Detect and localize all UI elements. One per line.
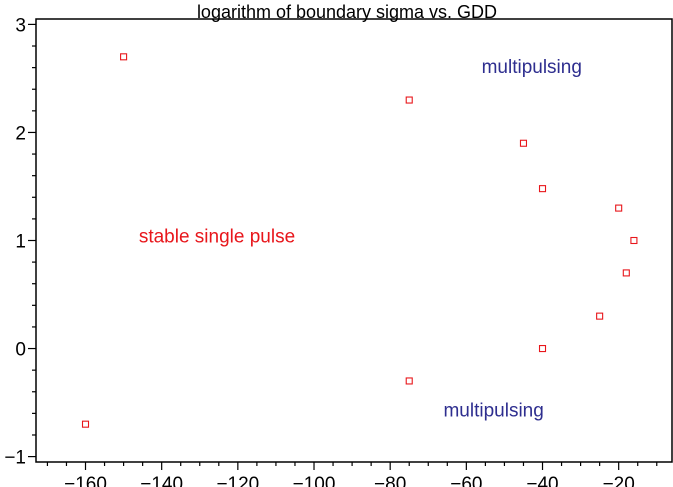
- axis-ticks: [28, 23, 658, 470]
- y-tick-label: 2: [15, 123, 26, 144]
- data-point: [120, 53, 128, 61]
- data-points: [81, 53, 638, 428]
- x-tick-label: −60: [450, 474, 482, 487]
- y-tick-label: 3: [15, 15, 26, 36]
- data-point: [81, 420, 90, 428]
- data-point: [538, 185, 547, 193]
- y-tick-label: 0: [15, 340, 26, 361]
- data-point: [405, 377, 413, 385]
- x-tick-label: −160: [64, 474, 107, 487]
- x-tick-label: −120: [216, 474, 259, 487]
- x-tick-label: −20: [603, 474, 635, 487]
- data-point: [519, 139, 528, 147]
- data-point: [615, 204, 623, 212]
- x-tick-label: −40: [526, 474, 558, 487]
- annotation-label: multipulsing: [482, 57, 582, 78]
- plot-area: [35, 18, 673, 463]
- annotations: multipulsing stable single pulse multipuls…: [139, 57, 582, 422]
- data-point: [538, 344, 547, 353]
- annotation-label: stable single pulse: [139, 227, 295, 248]
- x-tick-label: −140: [140, 474, 183, 487]
- data-point: [622, 269, 630, 277]
- annotation-label: multipulsing: [443, 401, 543, 422]
- x-tick-label: −100: [293, 474, 336, 487]
- x-tick-label: −80: [374, 474, 406, 487]
- y-tick-label: −1: [4, 448, 26, 469]
- y-tick-label: 1: [15, 232, 26, 253]
- tick-labels: −160 −140 −120 −100 −80 −60 −40 −20 −1 0 1 2 3: [4, 15, 634, 487]
- data-point: [405, 96, 413, 104]
- data-point: [596, 312, 604, 320]
- chart-title: logarithm of boundary sigma vs. GDD: [197, 2, 497, 22]
- data-point: [630, 236, 638, 245]
